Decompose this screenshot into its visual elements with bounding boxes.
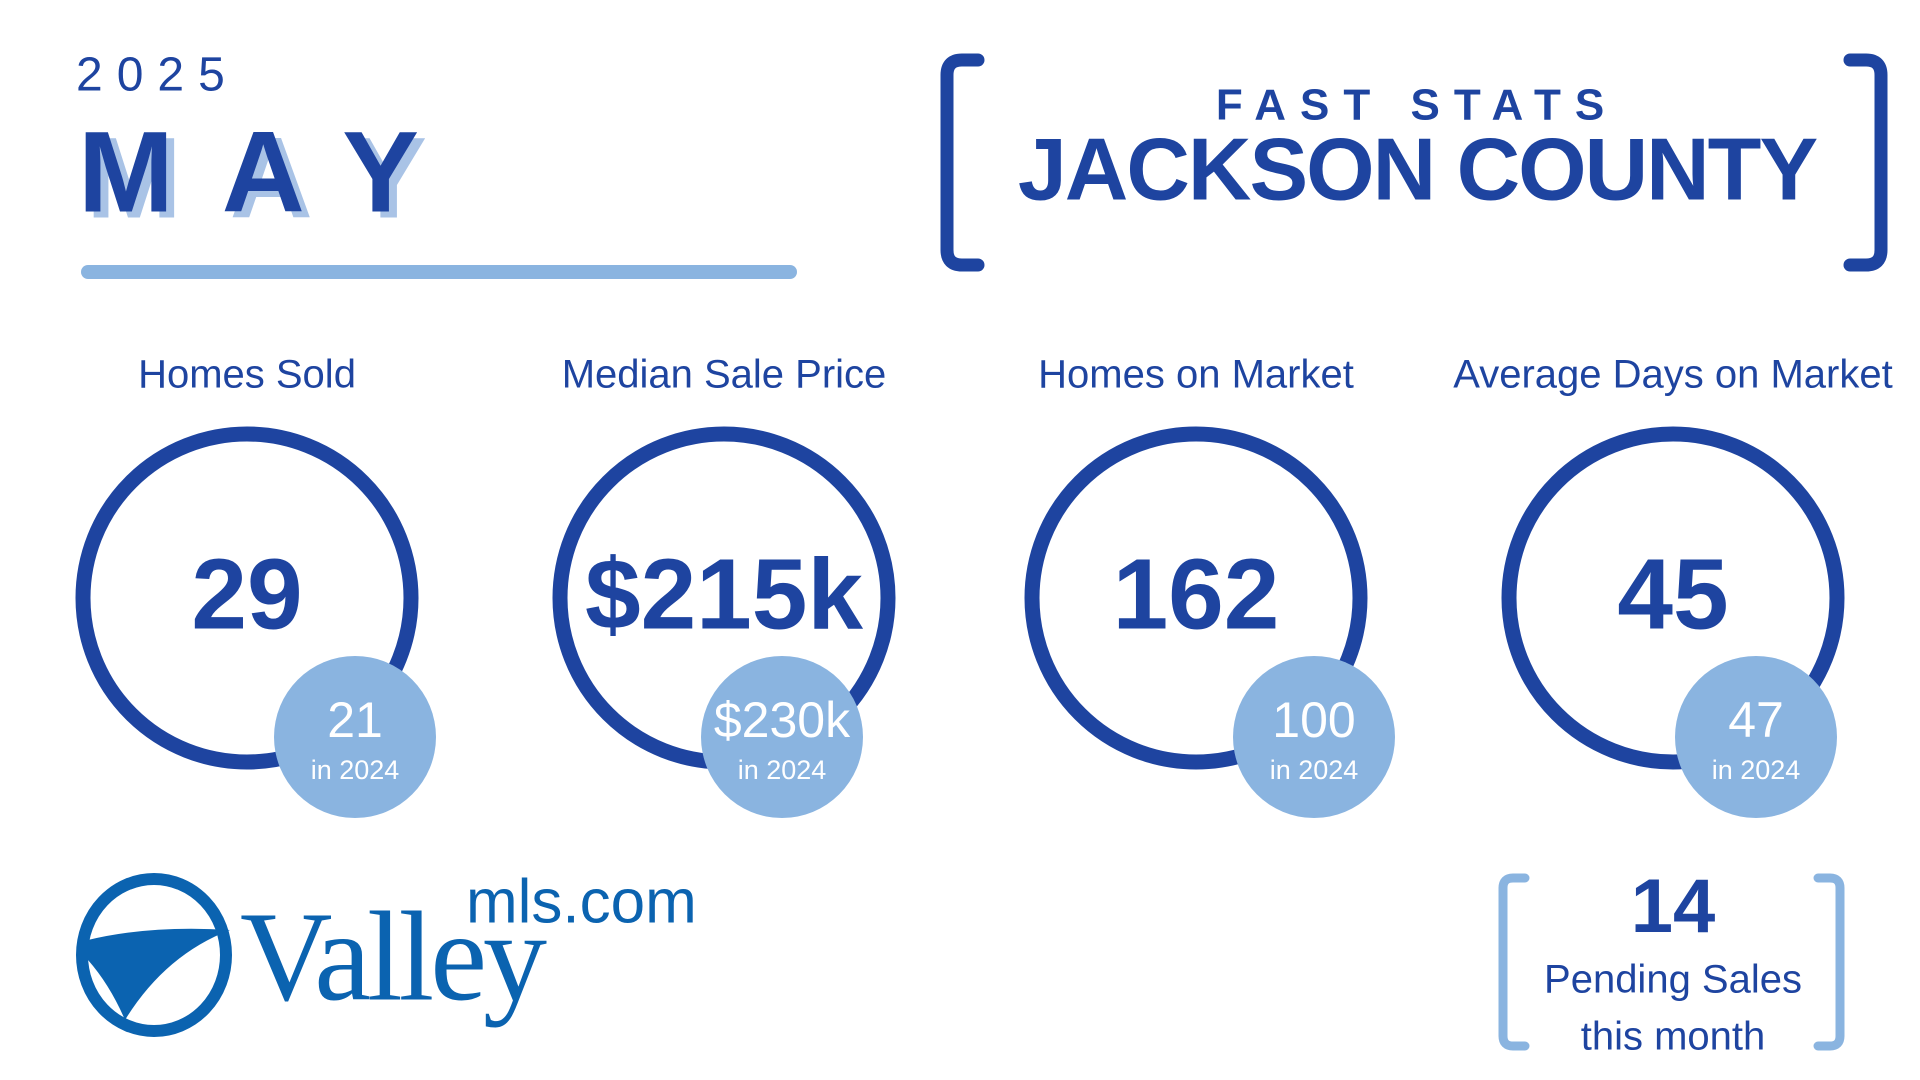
- logo-swoosh: [88, 928, 230, 1020]
- prior-value: 21: [327, 692, 383, 748]
- prior-label: in 2024: [738, 755, 827, 785]
- prior-label: in 2024: [311, 755, 400, 785]
- logo-domain: mls.com: [466, 867, 697, 936]
- prior-value: 100: [1272, 692, 1355, 748]
- stat: Homes Sold 29 21 in 2024: [75, 353, 436, 818]
- stat: Homes on Market 162 100 in 2024: [1024, 353, 1395, 818]
- county: JACKSON COUNTY: [1018, 119, 1818, 218]
- logo: Valley mls.com: [76, 867, 697, 1037]
- stat-value: 29: [191, 538, 302, 650]
- ring: [1024, 426, 1368, 770]
- year: 2025: [76, 49, 239, 102]
- stat-value: 162: [1113, 538, 1280, 650]
- stat: Median Sale Price $215k $230k in 2024: [552, 353, 896, 818]
- prior-label: in 2024: [1712, 755, 1801, 785]
- pending-label: Pending Sales: [1544, 958, 1802, 1002]
- stat-label: Average Days on Market: [1453, 353, 1892, 397]
- stat-value: $215k: [585, 538, 863, 650]
- bracket-left: [940, 53, 985, 272]
- pending-bracket-left: [1498, 873, 1530, 1051]
- ring: [75, 426, 419, 770]
- stat-label: Homes Sold: [138, 353, 356, 397]
- pending-value: 14: [1631, 864, 1716, 949]
- prior-badge: [274, 656, 436, 818]
- prior-badge: [701, 656, 863, 818]
- prior-badge: [1233, 656, 1395, 818]
- prior-value: $230k: [714, 692, 851, 748]
- prior-value: 47: [1728, 692, 1784, 748]
- pending-sub: this month: [1581, 1015, 1766, 1059]
- month-shadow: MAY: [86, 114, 475, 242]
- stat: Average Days on Market 45 47 in 2024: [1453, 353, 1893, 818]
- logo-ring: [76, 873, 232, 1037]
- stat-label: Homes on Market: [1038, 353, 1354, 397]
- ring: [1501, 426, 1845, 770]
- stat-value: 45: [1617, 538, 1728, 650]
- month: MAY: [78, 108, 467, 236]
- pending-bracket-right: [1813, 873, 1845, 1051]
- kicker: FAST STATS: [1216, 81, 1618, 130]
- bracket-right: [1843, 53, 1888, 272]
- logo-name: Valley: [240, 885, 547, 1027]
- prior-badge: [1675, 656, 1837, 818]
- stat-label: Median Sale Price: [562, 353, 887, 397]
- prior-label: in 2024: [1270, 755, 1359, 785]
